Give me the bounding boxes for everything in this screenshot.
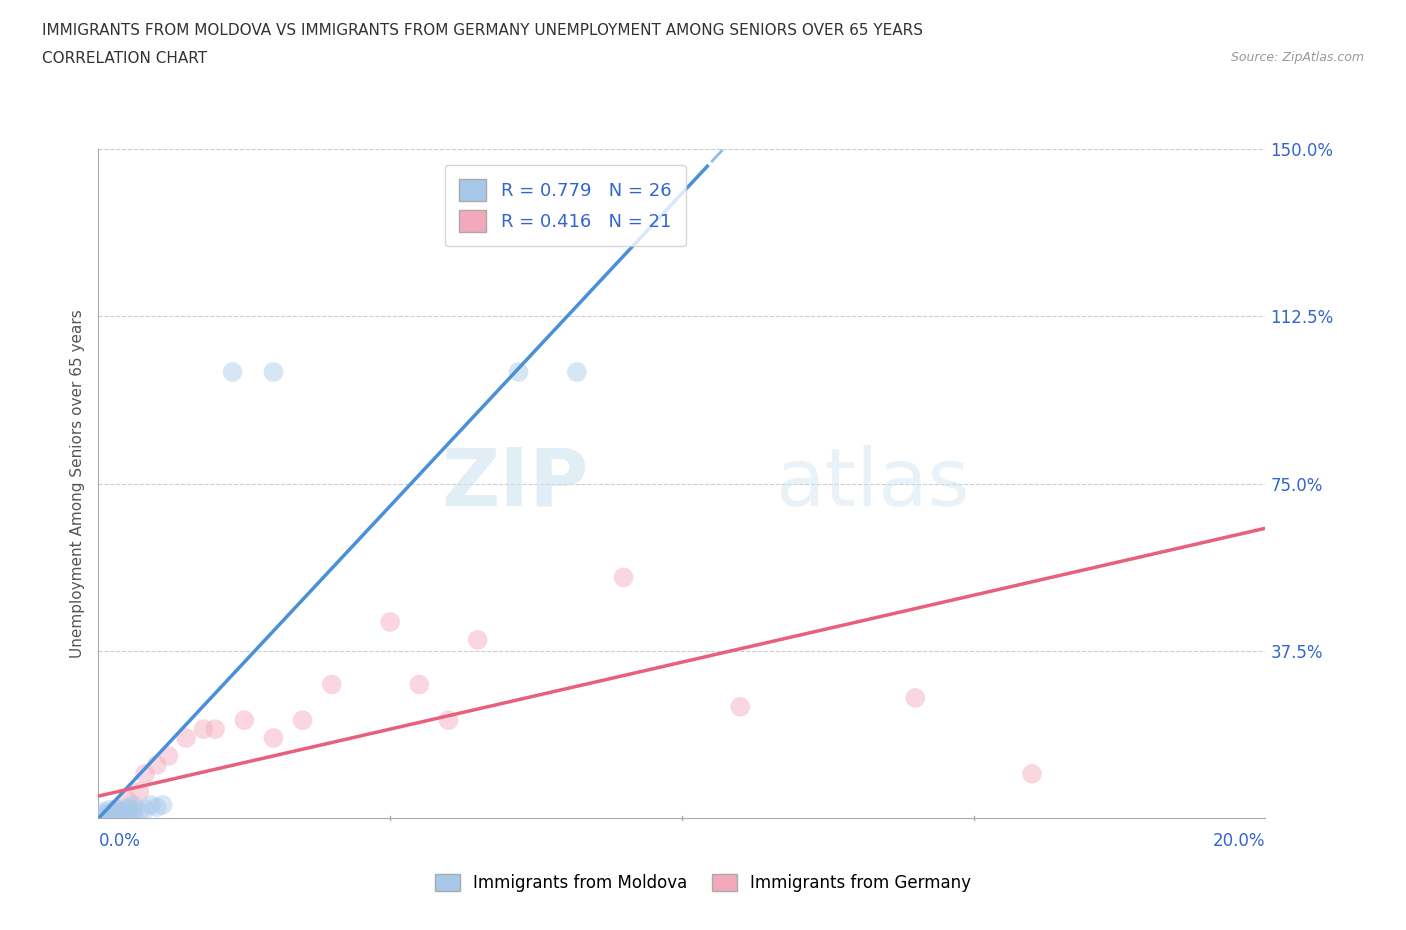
Point bbox=[117, 802, 139, 817]
Point bbox=[93, 804, 115, 819]
Text: CORRELATION CHART: CORRELATION CHART bbox=[42, 51, 207, 66]
Point bbox=[98, 806, 121, 821]
Point bbox=[565, 365, 588, 379]
Point bbox=[117, 793, 139, 808]
Point bbox=[193, 722, 215, 737]
Point bbox=[291, 712, 314, 727]
Point bbox=[111, 809, 134, 824]
Legend: Immigrants from Moldova, Immigrants from Germany: Immigrants from Moldova, Immigrants from… bbox=[427, 867, 979, 898]
Point bbox=[134, 766, 156, 781]
Point bbox=[904, 690, 927, 705]
Point bbox=[233, 712, 256, 727]
Point bbox=[104, 804, 127, 819]
Point bbox=[93, 809, 115, 824]
Point bbox=[111, 804, 134, 819]
Text: 0.0%: 0.0% bbox=[98, 832, 141, 850]
Point bbox=[104, 802, 127, 817]
Point bbox=[204, 722, 226, 737]
Point bbox=[508, 365, 530, 379]
Point bbox=[104, 809, 127, 824]
Point bbox=[262, 365, 284, 379]
Point bbox=[128, 784, 150, 799]
Text: atlas: atlas bbox=[775, 445, 970, 523]
Legend: R = 0.779   N = 26, R = 0.416   N = 21: R = 0.779 N = 26, R = 0.416 N = 21 bbox=[444, 165, 686, 246]
Point bbox=[122, 802, 145, 817]
Point bbox=[612, 570, 634, 585]
Point bbox=[111, 806, 134, 821]
Point bbox=[134, 802, 156, 817]
Point bbox=[104, 802, 127, 817]
Text: IMMIGRANTS FROM MOLDOVA VS IMMIGRANTS FROM GERMANY UNEMPLOYMENT AMONG SENIORS OV: IMMIGRANTS FROM MOLDOVA VS IMMIGRANTS FR… bbox=[42, 23, 924, 38]
Point bbox=[152, 798, 174, 813]
Point bbox=[104, 806, 127, 821]
Point bbox=[139, 798, 162, 813]
Point bbox=[437, 712, 460, 727]
Point bbox=[408, 677, 430, 692]
Point bbox=[122, 806, 145, 821]
Point bbox=[321, 677, 343, 692]
Point bbox=[728, 699, 751, 714]
Point bbox=[262, 731, 284, 746]
Text: ZIP: ZIP bbox=[441, 445, 589, 523]
Text: 20.0%: 20.0% bbox=[1213, 832, 1265, 850]
Point bbox=[128, 804, 150, 819]
Text: Source: ZipAtlas.com: Source: ZipAtlas.com bbox=[1230, 51, 1364, 64]
Point bbox=[221, 365, 243, 379]
Point bbox=[93, 806, 115, 821]
Point bbox=[146, 800, 169, 815]
Point bbox=[146, 757, 169, 772]
Point bbox=[174, 731, 197, 746]
Point bbox=[1021, 766, 1043, 781]
Point bbox=[467, 632, 489, 647]
Point bbox=[378, 615, 402, 630]
Point bbox=[117, 800, 139, 815]
Point bbox=[98, 802, 121, 817]
Point bbox=[98, 809, 121, 824]
Y-axis label: Unemployment Among Seniors over 65 years: Unemployment Among Seniors over 65 years bbox=[69, 309, 84, 658]
Point bbox=[122, 798, 145, 813]
Point bbox=[117, 806, 139, 821]
Point bbox=[157, 749, 180, 764]
